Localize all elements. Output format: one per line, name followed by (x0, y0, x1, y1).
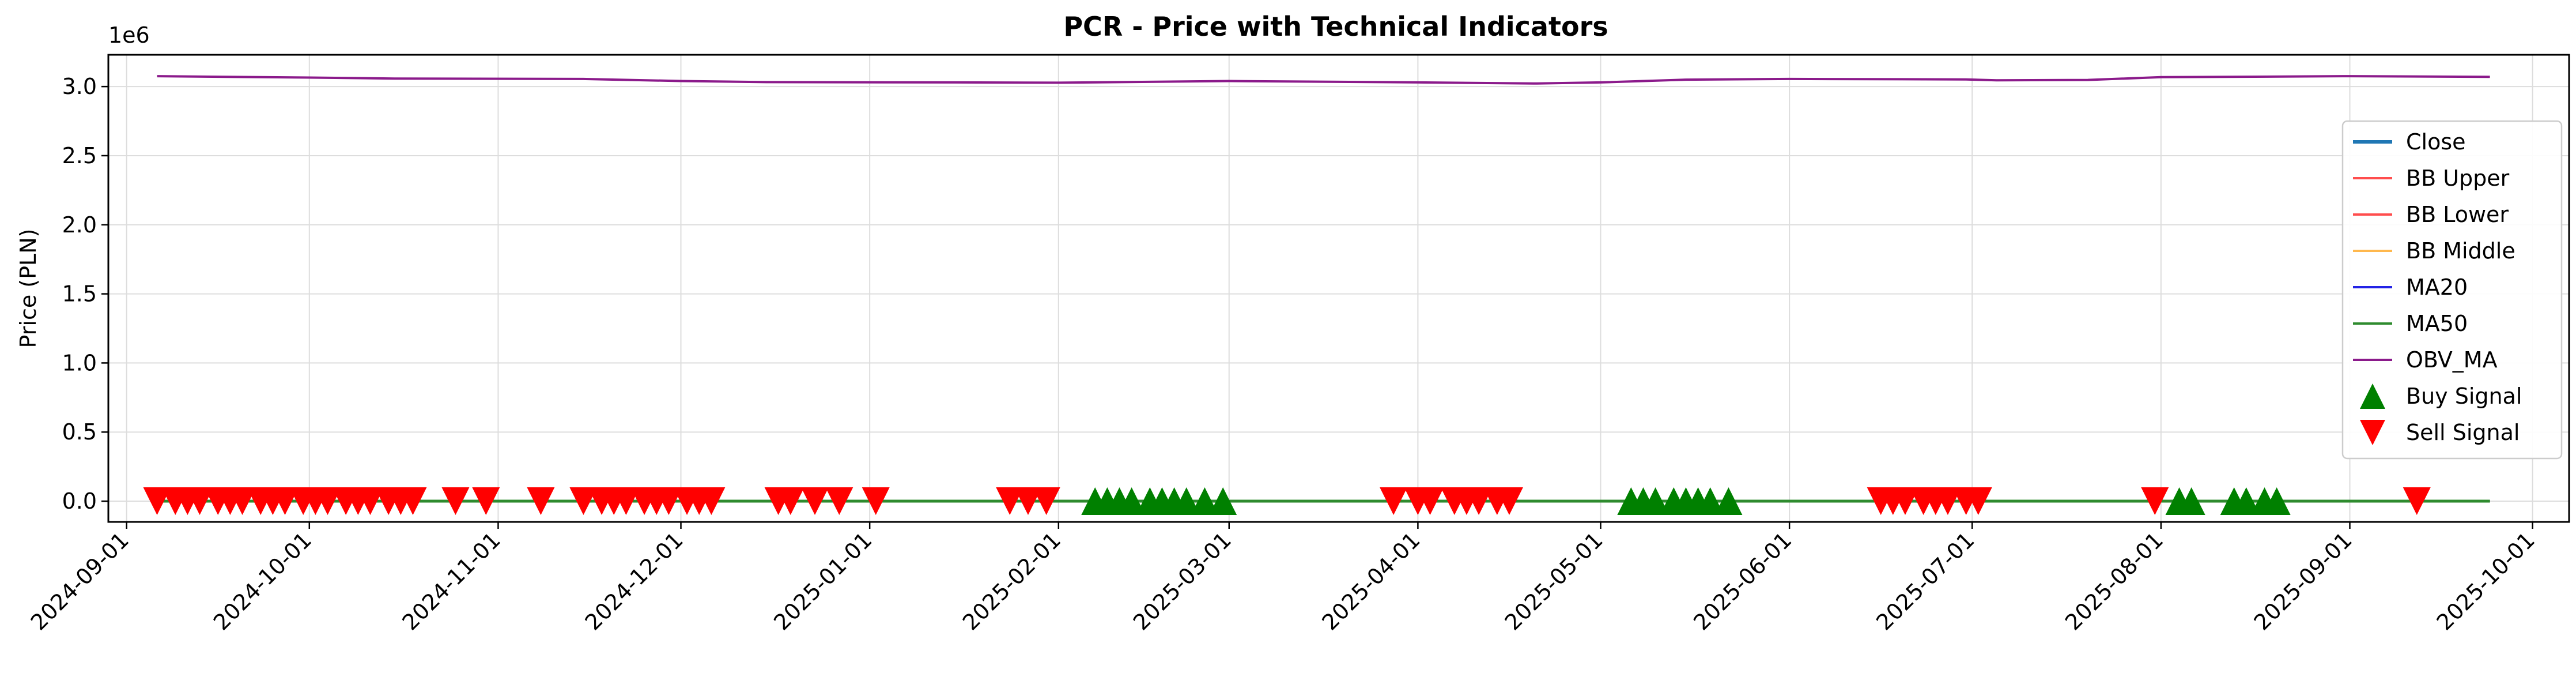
sell-signal-marker (143, 487, 171, 516)
buy-signal-marker (1172, 487, 1200, 516)
signal-markers (143, 487, 2431, 516)
sell-signal-marker (527, 487, 555, 516)
buy-signal-marker (2232, 487, 2260, 516)
buy-signal-marker (1117, 487, 1146, 516)
sell-signal-marker (313, 487, 342, 516)
y-tick-label: 0.5 (62, 419, 97, 445)
legend-label-bb-lower: BB Lower (2406, 202, 2509, 227)
sell-signal-marker (186, 487, 214, 516)
buy-signal-marker (1191, 487, 1219, 516)
sell-signal-marker (1380, 487, 1408, 516)
y-tick-label: 1.5 (62, 281, 97, 307)
legend-label-ma20: MA20 (2406, 275, 2468, 300)
buy-signal-marker (2263, 487, 2291, 516)
sell-signal-marker (2403, 487, 2431, 516)
sell-signal-marker (996, 487, 1024, 516)
sell-signal-marker (1465, 487, 1493, 516)
sell-signal-marker (862, 487, 890, 516)
sell-signal-marker (776, 487, 804, 516)
legend-label-obv-ma: OBV_MA (2406, 347, 2498, 373)
sell-signal-marker (1014, 487, 1042, 516)
sell-signal-marker (697, 487, 726, 516)
y-axis-ticks: 0.0 0.5 1.0 1.5 2.0 2.5 3.0 (62, 74, 108, 514)
sell-signal-marker (271, 487, 299, 516)
plot-frame (107, 54, 2570, 523)
sell-signal-marker (825, 487, 853, 516)
sell-signal-marker (472, 487, 500, 516)
y-tick-label: 2.5 (62, 143, 97, 168)
sell-signal-marker (1933, 487, 1962, 516)
y-tick-label: 0.0 (62, 488, 97, 514)
legend-box (2341, 120, 2563, 460)
series-line-obv-ma (157, 75, 2490, 85)
sell-signal-marker (2141, 487, 2169, 516)
y-axis-label: Price (PLN) (16, 229, 41, 348)
sell-signal-marker (655, 487, 683, 516)
legend-label-close: Close (2406, 129, 2466, 155)
y-tick-label: 2.0 (62, 212, 97, 238)
sell-signal-marker (1891, 487, 1919, 516)
sell-signal-marker (801, 487, 829, 516)
sell-signal-marker (1495, 487, 1523, 516)
buy-signal-marker (1714, 487, 1743, 516)
y-offset-label: 1e6 (108, 22, 150, 48)
buy-signal-marker (1696, 487, 1724, 516)
sell-signal-marker (399, 487, 427, 516)
buy-signal-marker (2177, 487, 2205, 516)
y-tick-label: 1.0 (62, 350, 97, 375)
legend-label-ma50: MA50 (2406, 311, 2468, 336)
legend-swatch-buy (2360, 384, 2385, 409)
sell-signal-marker (569, 487, 598, 516)
legend-label-bb-middle: BB Middle (2406, 238, 2515, 264)
legend: Close BB Upper BB Lower BB Middle MA20 MA50 OB… (2341, 120, 2563, 460)
sell-signal-marker (1032, 487, 1060, 516)
sell-signal-marker (612, 487, 640, 516)
legend-label-bb-upper: BB Upper (2406, 166, 2510, 191)
sell-signal-marker (356, 487, 384, 516)
sell-signal-marker (1964, 487, 1992, 516)
chart-title: PCR - Price with Technical Indicators (1063, 11, 1608, 42)
sell-signal-marker (1416, 487, 1444, 516)
sell-signal-marker (441, 487, 470, 516)
buy-signal-marker (1209, 487, 1237, 516)
legend-label-buy: Buy Signal (2406, 384, 2522, 409)
y-tick-label: 3.0 (62, 74, 97, 99)
legend-label-sell: Sell Signal (2406, 420, 2520, 445)
buy-signal-marker (1641, 487, 1670, 516)
sell-signal-marker (228, 487, 256, 516)
legend-swatch-sell (2360, 420, 2385, 445)
